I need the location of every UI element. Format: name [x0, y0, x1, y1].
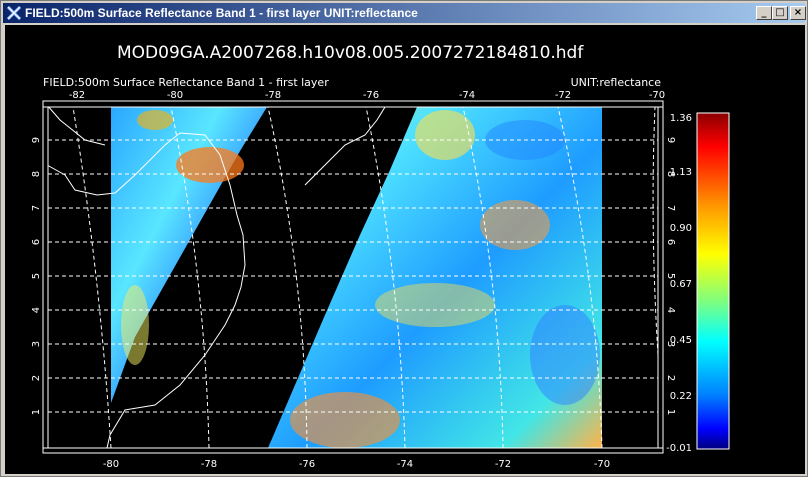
top-lon-label: -78: [265, 90, 281, 101]
left-lat-label: 4: [31, 307, 42, 313]
right-lat-label: 9: [665, 137, 676, 143]
coastline-west: [46, 104, 106, 146]
lon-gridline-76: [267, 106, 308, 449]
plot-svg: MOD09GA.A2007268.h10v08.005.200727218481…: [31, 43, 730, 470]
top-lon-label: -82: [69, 90, 85, 101]
right-swath-bright-3: [375, 283, 495, 327]
colorbar-label: 1.13: [670, 167, 692, 178]
colorbar-labels: 1.36 1.13 0.90 0.67 0.45 0.22 -0.01: [666, 113, 692, 454]
window-title: FIELD:500m Surface Reflectance Band 1 - …: [25, 6, 418, 20]
top-lon-label: -80: [167, 90, 183, 101]
left-swath-bright-band: [121, 285, 149, 365]
left-swath-image: [111, 107, 267, 403]
colorbar-label: 0.67: [670, 279, 692, 290]
right-lat-labels: 1 2 3 4 5 6 7 8 9: [665, 137, 676, 415]
file-title: MOD09GA.A2007268.h10v08.005.200727218481…: [117, 43, 584, 63]
left-lat-label: 9: [31, 137, 42, 143]
lon-gridline-70: [557, 106, 603, 449]
colorbar-label: -0.01: [666, 443, 692, 454]
map-frame-right-strip: [657, 106, 664, 449]
map-frame-top-strip: [42, 100, 664, 108]
right-lat-label: 7: [665, 205, 676, 211]
left-lat-label: 8: [31, 171, 42, 177]
right-swath-bright-2: [480, 200, 550, 250]
lon-gridline-72: [462, 106, 504, 449]
right-swath-bright-4: [290, 392, 400, 448]
top-lon-labels: -82 -80 -78 -76 -74 -72 -70: [69, 90, 665, 101]
right-lat-label: 1: [665, 409, 676, 415]
top-lon-label: -74: [459, 90, 475, 101]
coastline: [46, 132, 246, 449]
left-lat-label: 2: [31, 375, 42, 381]
colorbar-label: 0.90: [670, 223, 692, 234]
map-frame-left-strip: [42, 106, 49, 449]
coastline-north: [304, 106, 386, 186]
plot-canvas: MOD09GA.A2007268.h10v08.005.200727218481…: [5, 25, 805, 474]
bottom-lon-label: -70: [594, 459, 610, 470]
right-lat-label: 6: [665, 239, 676, 245]
left-swath-hotspot: [176, 147, 244, 183]
left-lat-label: 3: [31, 341, 42, 347]
bottom-lon-label: -74: [397, 459, 413, 470]
left-lat-label: 6: [31, 239, 42, 245]
left-lat-label: 7: [31, 205, 42, 211]
colorbar: [696, 112, 730, 450]
right-lat-label: 5: [665, 273, 676, 279]
bottom-lon-labels: -80 -78 -76 -74 -72 -70: [103, 459, 610, 470]
lon-gridline-74: [365, 106, 406, 449]
minimize-button[interactable]: _: [756, 6, 772, 20]
right-swath-dark-1: [530, 305, 600, 405]
map-frame-bottom-strip: [42, 447, 664, 454]
maximize-button[interactable]: □: [772, 6, 788, 20]
lon-gridline-78: [170, 106, 210, 449]
field-label: FIELD:500m Surface Reflectance Band 1 - …: [43, 76, 329, 89]
colorbar-label: 0.45: [670, 335, 692, 346]
bottom-lon-label: -76: [299, 459, 315, 470]
bottom-lon-label: -72: [495, 459, 511, 470]
colorbar-label: 1.36: [670, 113, 692, 124]
lat-gridlines: [48, 139, 658, 413]
colorbar-label: 0.22: [670, 391, 692, 402]
top-lon-label: -70: [649, 90, 665, 101]
top-lon-label: -76: [363, 90, 379, 101]
app-x-icon: [6, 5, 22, 21]
title-bar[interactable]: FIELD:500m Surface Reflectance Band 1 - …: [3, 3, 806, 23]
left-lat-label: 1: [31, 409, 42, 415]
bottom-lon-label: -80: [103, 459, 119, 470]
lon-gridline-80: [72, 106, 112, 449]
right-lat-label: 8: [665, 171, 676, 177]
close-button[interactable]: ×: [790, 6, 806, 20]
right-swath-image: [268, 107, 602, 448]
right-lat-label: 3: [665, 341, 676, 347]
right-lat-label: 4: [665, 307, 676, 313]
unit-label: UNIT:reflectance: [571, 76, 662, 89]
left-swath-hotspot-2: [137, 110, 173, 130]
left-lat-label: 5: [31, 273, 42, 279]
bottom-lon-label: -78: [201, 459, 217, 470]
right-lat-label: 2: [665, 375, 676, 381]
top-lon-label: -72: [555, 90, 571, 101]
lon-gridline-68: [652, 106, 659, 356]
right-swath-bright-1: [415, 110, 475, 160]
lon-gridlines: [72, 106, 659, 449]
left-lat-labels: 1 2 3 4 5 6 7 8 9: [31, 137, 42, 415]
